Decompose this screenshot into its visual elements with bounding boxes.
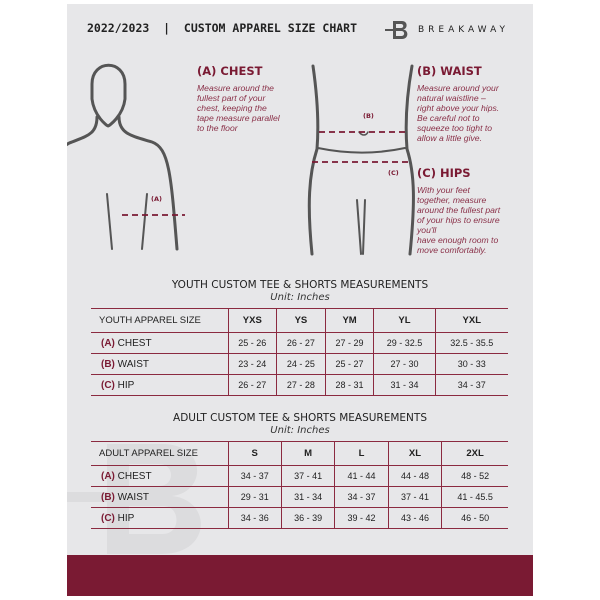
- table-cell: 37 - 41: [280, 465, 335, 487]
- adult-table-unit: Unit: Inches: [270, 425, 330, 436]
- torso-left: [307, 64, 320, 256]
- youth-table-unit: Unit: Inches: [270, 292, 330, 303]
- waist-guide: (B) WAIST Measure around your natural wai…: [417, 64, 499, 143]
- head-outline: [90, 63, 127, 128]
- size-column-header: M: [280, 441, 335, 466]
- table-row: (C) HIP 34 - 36 36 - 39 39 - 42 43 - 46 46 - …: [91, 507, 508, 529]
- size-column-header: L: [334, 441, 389, 466]
- table-cell: 43 - 46: [387, 507, 442, 529]
- body-silhouettes: [67, 63, 415, 256]
- table-cell: 37 - 41: [387, 486, 442, 508]
- table-cell: 39 - 42: [334, 507, 389, 529]
- size-column-header: YL: [373, 308, 436, 333]
- table-row: (A) CHEST 25 - 26 26 - 27 27 - 29 29 - 32.5 3…: [91, 332, 508, 354]
- table-cell: 44 - 48: [387, 465, 442, 487]
- waist-description: Measure around your natural waistline – ri…: [417, 83, 500, 143]
- brand-name: BREAKAWAY: [418, 25, 510, 35]
- table-cell: 32.5 - 35.5: [434, 332, 508, 354]
- table-cell: 30 - 33: [434, 353, 508, 375]
- table-cell: 36 - 39: [280, 507, 335, 529]
- size-column-header: YM: [324, 308, 374, 333]
- table-cell: 46 - 50: [441, 507, 508, 529]
- adult-size-table: ADULT APPAREL SIZE S M L XL 2XL (A) CHEST 34 - …: [91, 441, 508, 529]
- chest-heading: (A) CHEST: [197, 64, 263, 78]
- table-row: (C) HIP 26 - 27 27 - 28 28 - 31 31 - 34 34 - …: [91, 374, 508, 396]
- table-cell: 41 - 45.5: [441, 486, 508, 508]
- chest-marker: (A): [151, 195, 162, 203]
- table-header-row: YOUTH APPAREL SIZE YXS YS YM YL YXL: [91, 308, 508, 333]
- measurement-label: (C) HIP: [91, 507, 228, 529]
- table-row: (A) CHEST 34 - 37 37 - 41 41 - 44 44 - 48 48 …: [91, 465, 508, 487]
- breakaway-logo-icon: [385, 21, 408, 39]
- size-column-header: S: [227, 441, 282, 466]
- waist-marker: (B): [363, 112, 374, 120]
- measurement-code: (C): [101, 512, 115, 524]
- measurement-label: (A) CHEST: [91, 465, 228, 487]
- measurement-label: (B) WAIST: [91, 486, 228, 508]
- footer-bar: [67, 555, 533, 596]
- measurement-code: (A): [101, 470, 115, 482]
- table-row: (B) WAIST 23 - 24 24 - 25 25 - 27 27 - 30 30 …: [91, 353, 508, 375]
- table-cell: 23 - 24: [227, 353, 277, 375]
- table-cell: 27 - 28: [276, 374, 326, 396]
- table-cell: 25 - 26: [227, 332, 277, 354]
- hips-guide: (C) HIPS With your feet together, measure…: [417, 166, 500, 255]
- table-cell: 29 - 32.5: [373, 332, 436, 354]
- measurement-code: (A): [101, 337, 115, 349]
- size-header-label: ADULT APPAREL SIZE: [91, 441, 228, 466]
- table-cell: 27 - 30: [373, 353, 436, 375]
- table-cell: 28 - 31: [324, 374, 374, 396]
- torso-right: [404, 64, 415, 256]
- measurement-label: (C) HIP: [91, 374, 228, 396]
- chest-guide: (A) CHEST Measure around the fullest part…: [197, 64, 280, 133]
- table-cell: 31 - 34: [373, 374, 436, 396]
- table-cell: 34 - 37: [334, 486, 389, 508]
- page-title: 2022/2023 | CUSTOM APPAREL SIZE CHART: [87, 21, 358, 35]
- table-cell: 34 - 37: [434, 374, 508, 396]
- table-cell: 34 - 36: [227, 507, 282, 529]
- size-column-header: XL: [387, 441, 442, 466]
- measurement-name: WAIST: [117, 358, 149, 370]
- measurement-code: (B): [101, 491, 115, 503]
- hips-description: With your feet together, measure around th…: [417, 185, 501, 255]
- youth-table-title: YOUTH CUSTOM TEE & SHORTS MEASUREMENTS: [171, 279, 429, 291]
- table-cell: 26 - 27: [276, 332, 326, 354]
- measurement-code: (B): [101, 358, 115, 370]
- size-column-header: YXS: [227, 308, 277, 333]
- youth-size-table: YOUTH APPAREL SIZE YXS YS YM YL YXL (A) CHEST 2…: [91, 308, 508, 396]
- measurement-code: (C): [101, 379, 115, 391]
- hips-heading: (C) HIPS: [417, 166, 471, 180]
- table-cell: 34 - 37: [227, 465, 282, 487]
- table-cell: 27 - 29: [324, 332, 374, 354]
- size-chart-panel: 2022/2023 | CUSTOM APPAREL SIZE CHART BR…: [67, 4, 533, 596]
- measurement-name: HIP: [117, 512, 135, 524]
- table-cell: 26 - 27: [227, 374, 277, 396]
- table-header-row: ADULT APPAREL SIZE S M L XL 2XL: [91, 441, 508, 466]
- right-shoulder: [117, 115, 179, 251]
- measurement-name: HIP: [117, 379, 135, 391]
- measurement-label: (B) WAIST: [91, 353, 228, 375]
- chest-description: Measure around the fullest part of your ch…: [197, 83, 280, 133]
- table-cell: 24 - 25: [276, 353, 326, 375]
- size-column-header: YXL: [434, 308, 508, 333]
- size-header-label: YOUTH APPAREL SIZE: [91, 308, 228, 333]
- measurement-name: CHEST: [117, 337, 152, 349]
- waist-heading: (B) WAIST: [417, 64, 482, 78]
- table-cell: 25 - 27: [324, 353, 374, 375]
- size-column-header: YS: [276, 308, 326, 333]
- table-row: (B) WAIST 29 - 31 31 - 34 34 - 37 37 - 41 41 …: [91, 486, 508, 508]
- measurement-name: CHEST: [117, 470, 152, 482]
- table-cell: 48 - 52: [441, 465, 508, 487]
- table-cell: 31 - 34: [280, 486, 335, 508]
- measurement-label: (A) CHEST: [91, 332, 228, 354]
- left-shoulder: [67, 115, 99, 147]
- hips-marker: (C): [388, 169, 399, 177]
- measurement-name: WAIST: [117, 491, 149, 503]
- size-column-header: 2XL: [441, 441, 508, 466]
- table-cell: 41 - 44: [334, 465, 389, 487]
- table-cell: 29 - 31: [227, 486, 282, 508]
- adult-table-title: ADULT CUSTOM TEE & SHORTS MEASUREMENTS: [173, 412, 427, 424]
